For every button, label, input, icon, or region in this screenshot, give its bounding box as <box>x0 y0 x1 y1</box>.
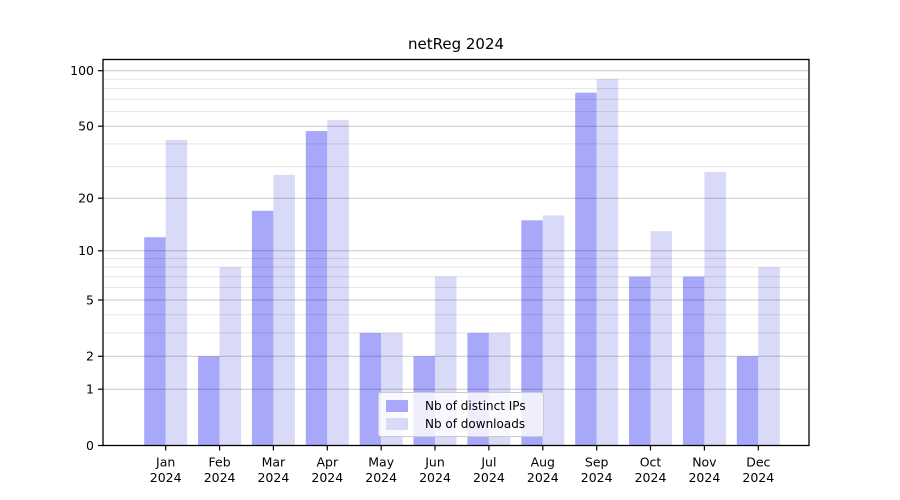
legend-item-distinct-ips: Nb of distinct IPs <box>386 399 533 413</box>
bar-downloads-dec <box>758 267 780 446</box>
x-tick-label-jun-year: 2024 <box>419 470 451 485</box>
legend: Nb of distinct IPs Nb of downloads <box>378 392 544 437</box>
x-tick-label-feb: Feb <box>209 455 231 470</box>
y-tick-label-10: 10 <box>78 243 94 258</box>
legend-swatch-distinct-ips <box>386 399 408 412</box>
x-tick-label-feb-year: 2024 <box>204 470 236 485</box>
bar-ips-aug <box>521 220 543 446</box>
chart-title: netReg 2024 <box>407 35 505 53</box>
legend-item-downloads: Nb of downloads <box>386 417 533 431</box>
bar-ips-dec <box>736 356 759 446</box>
x-tick-label-oct-year: 2024 <box>635 470 667 485</box>
x-tick-label-jan: Jan <box>155 455 175 470</box>
x-tick-label-aug: Aug <box>531 455 555 470</box>
x-tick-label-sep: Sep <box>585 455 609 470</box>
bar-ips-feb <box>198 356 220 446</box>
bar-downloads-sep <box>596 79 619 446</box>
x-tick-label-sep-year: 2024 <box>581 470 613 485</box>
y-tick-label-5: 5 <box>86 292 94 307</box>
x-tick-label-apr-year: 2024 <box>311 470 343 485</box>
legend-swatch-downloads <box>386 417 408 430</box>
legend-label-distinct-ips: Nb of distinct IPs <box>425 398 526 413</box>
bar-downloads-jan <box>165 140 188 446</box>
bar-downloads-oct <box>650 231 672 446</box>
y-tick-label-1: 1 <box>86 382 94 397</box>
x-tick-label-jul: Jul <box>480 455 496 470</box>
x-tick-label-mar-year: 2024 <box>257 470 289 485</box>
y-tick-label-0: 0 <box>86 438 94 453</box>
bar-ips-nov <box>682 276 705 446</box>
bar-downloads-mar <box>273 174 295 446</box>
y-tick-label-100: 100 <box>70 63 94 78</box>
x-tick-label-may-year: 2024 <box>365 470 397 485</box>
x-tick-label-may: May <box>368 455 394 470</box>
bar-ips-oct <box>629 276 651 446</box>
bar-downloads-apr <box>327 120 349 446</box>
bar-downloads-aug <box>542 215 565 446</box>
x-tick-label-nov-year: 2024 <box>688 470 720 485</box>
bar-downloads-nov <box>704 172 726 446</box>
bar-ips-may <box>359 332 382 446</box>
x-tick-label-aug-year: 2024 <box>527 470 559 485</box>
bar-ips-sep <box>575 92 597 446</box>
legend-label-downloads: Nb of downloads <box>425 416 526 431</box>
bar-ips-apr <box>305 131 328 446</box>
y-tick-label-20: 20 <box>78 191 94 206</box>
x-tick-label-oct: Oct <box>640 455 662 470</box>
x-tick-label-jun: Jun <box>424 455 445 470</box>
bar-ips-mar <box>251 210 274 446</box>
x-tick-label-dec-year: 2024 <box>742 470 774 485</box>
x-tick-label-jan-year: 2024 <box>150 470 182 485</box>
bar-ips-jan <box>144 237 166 446</box>
x-tick-label-nov: Nov <box>692 455 717 470</box>
x-tick-label-jul-year: 2024 <box>473 470 505 485</box>
x-tick-label-dec: Dec <box>746 455 770 470</box>
y-tick-label-50: 50 <box>78 119 94 134</box>
plot-spines <box>102 58 810 447</box>
x-tick-label-mar: Mar <box>262 455 286 470</box>
bar-downloads-feb <box>219 267 242 446</box>
y-tick-label-2: 2 <box>86 349 94 364</box>
x-tick-label-apr: Apr <box>316 455 338 470</box>
